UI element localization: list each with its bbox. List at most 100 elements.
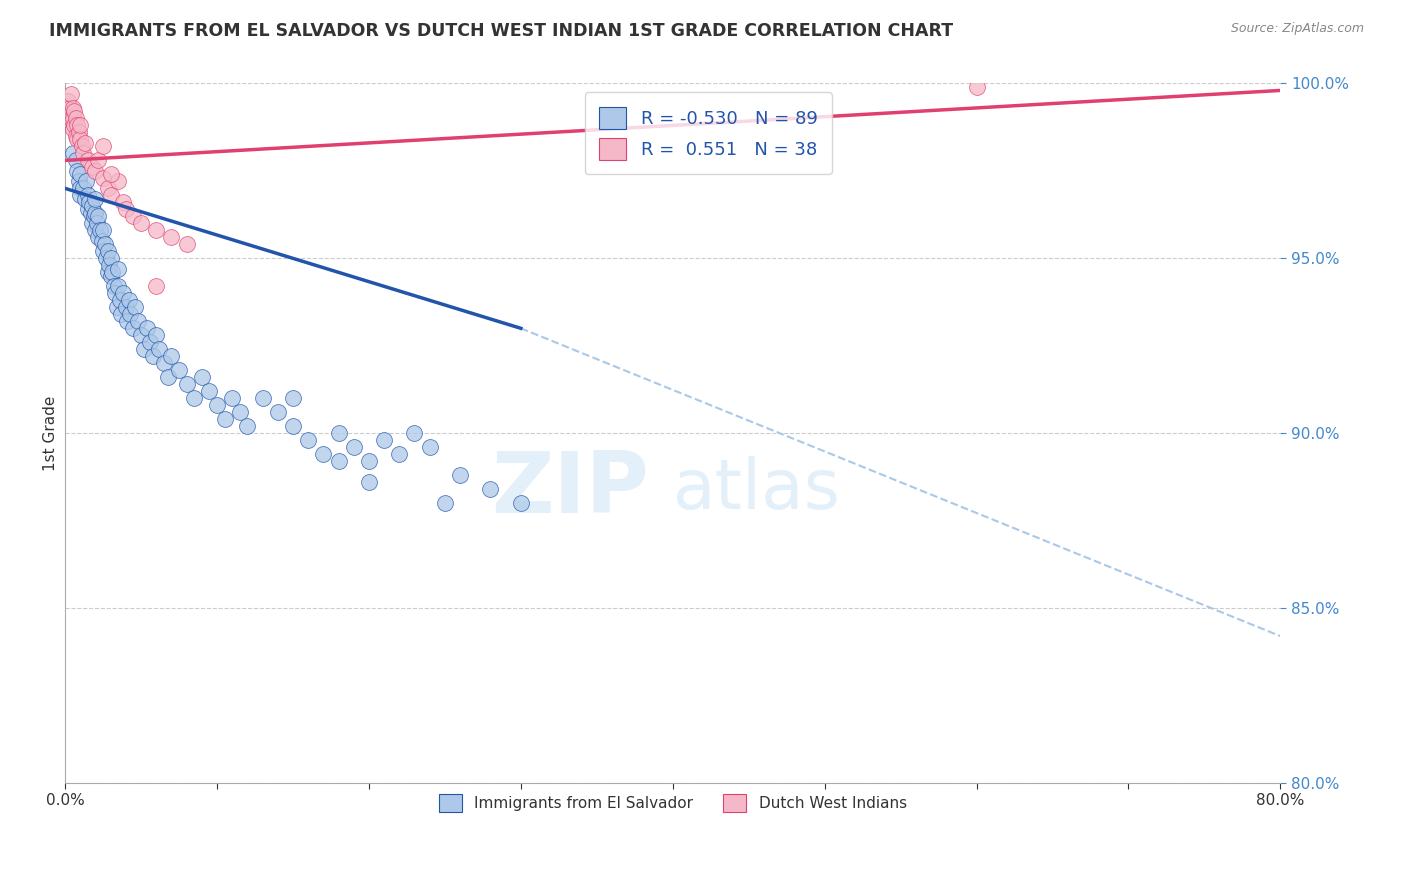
Point: [69, 132, 91, 146]
Point: [107, 279, 129, 293]
Point: [966, 79, 988, 94]
Point: [114, 301, 136, 315]
Point: [328, 426, 350, 441]
Point: [87, 210, 110, 224]
Point: [83, 210, 105, 224]
Point: [142, 349, 165, 363]
Point: [84, 206, 107, 220]
Point: [148, 343, 170, 357]
Point: [100, 268, 122, 283]
Point: [111, 195, 134, 210]
Point: [191, 370, 214, 384]
Point: [236, 419, 259, 434]
Point: [357, 454, 380, 468]
Point: [107, 174, 129, 188]
Point: [60, 112, 83, 126]
Point: [205, 398, 228, 412]
Point: [108, 293, 131, 308]
Point: [69, 168, 91, 182]
Point: [132, 343, 155, 357]
Point: [94, 252, 117, 266]
Point: [91, 223, 114, 237]
Point: [157, 370, 180, 384]
Point: [509, 496, 531, 510]
Point: [82, 199, 104, 213]
Point: [357, 475, 380, 490]
Point: [105, 301, 128, 315]
Point: [73, 192, 96, 206]
Point: [98, 258, 121, 272]
Point: [82, 216, 104, 230]
Point: [63, 104, 86, 119]
Point: [281, 391, 304, 405]
Point: [56, 94, 79, 108]
Legend: Immigrants from El Salvador, Dutch West Indians: Immigrants from El Salvador, Dutch West …: [426, 781, 920, 824]
Point: [136, 321, 159, 335]
Point: [281, 419, 304, 434]
Point: [70, 139, 93, 153]
Point: [75, 174, 97, 188]
Point: [117, 314, 139, 328]
Point: [97, 244, 120, 259]
Point: [72, 181, 94, 195]
Point: [87, 153, 110, 168]
Point: [479, 482, 502, 496]
Point: [62, 146, 84, 161]
Point: [69, 188, 91, 202]
Point: [100, 188, 122, 202]
Point: [122, 321, 145, 335]
Point: [252, 391, 274, 405]
Point: [229, 405, 252, 419]
Point: [127, 314, 149, 328]
Point: [60, 87, 83, 101]
Point: [84, 192, 107, 206]
Point: [404, 426, 426, 441]
Point: [62, 112, 84, 126]
Point: [297, 434, 319, 448]
Point: [84, 223, 107, 237]
Point: [145, 223, 167, 237]
Point: [221, 391, 243, 405]
Point: [176, 377, 198, 392]
Point: [91, 139, 114, 153]
Point: [312, 447, 335, 461]
Point: [97, 265, 120, 279]
Point: [67, 174, 90, 188]
Text: atlas: atlas: [672, 456, 841, 523]
Point: [419, 440, 441, 454]
Point: [66, 132, 89, 146]
Point: [267, 405, 290, 419]
Point: [198, 384, 221, 399]
Point: [73, 136, 96, 150]
Text: Source: ZipAtlas.com: Source: ZipAtlas.com: [1230, 22, 1364, 36]
Point: [69, 119, 91, 133]
Point: [76, 188, 98, 202]
Point: [63, 119, 86, 133]
Point: [388, 447, 411, 461]
Point: [104, 286, 127, 301]
Point: [176, 237, 198, 252]
Point: [84, 164, 107, 178]
Point: [101, 265, 124, 279]
Point: [433, 496, 456, 510]
Point: [59, 101, 82, 115]
Point: [449, 468, 471, 483]
Point: [62, 101, 84, 115]
Point: [100, 252, 122, 266]
Point: [122, 210, 145, 224]
Point: [100, 168, 122, 182]
Point: [97, 181, 120, 195]
Point: [62, 122, 84, 136]
Point: [66, 164, 89, 178]
Point: [107, 261, 129, 276]
Point: [69, 181, 91, 195]
Point: [343, 440, 366, 454]
Point: [373, 434, 395, 448]
Point: [114, 202, 136, 217]
Point: [120, 307, 142, 321]
Point: [89, 223, 111, 237]
Point: [124, 301, 146, 315]
Point: [76, 153, 98, 168]
Point: [328, 454, 350, 468]
Point: [160, 349, 183, 363]
